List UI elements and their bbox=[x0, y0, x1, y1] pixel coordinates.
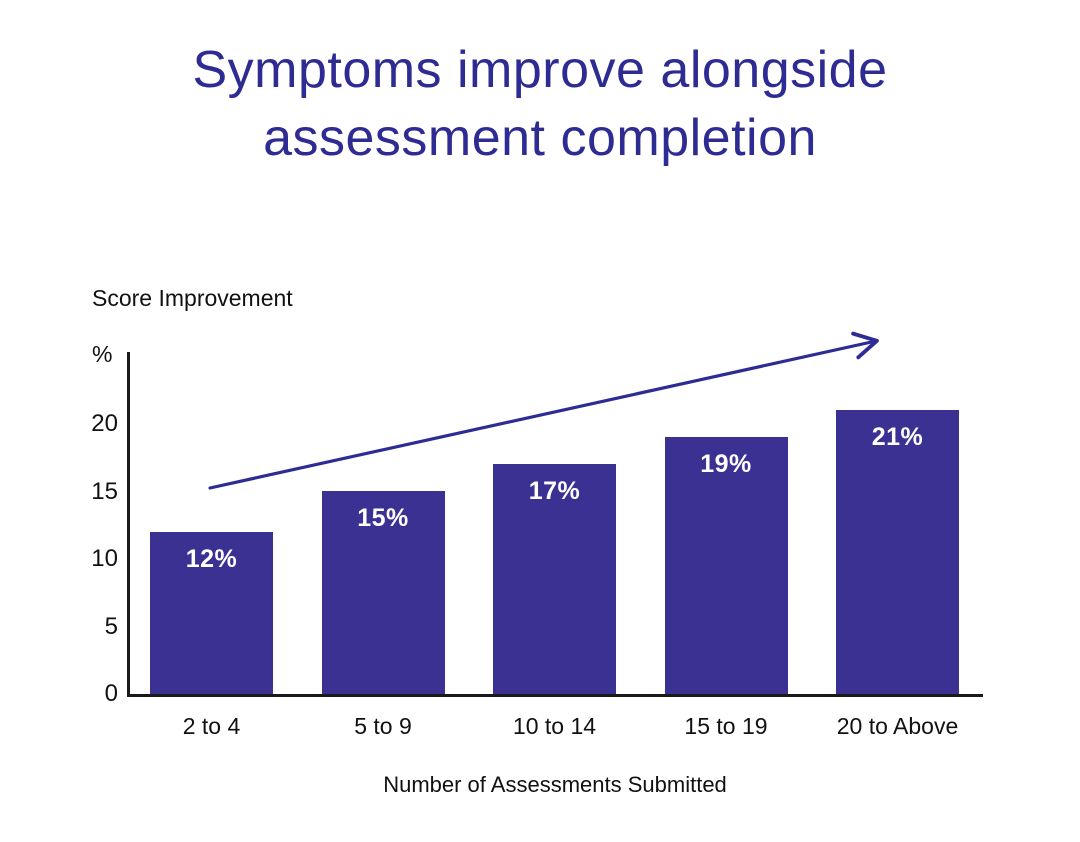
y-tick-label: 5 bbox=[104, 612, 118, 640]
y-axis-line bbox=[127, 352, 130, 697]
bar: 15% bbox=[321, 491, 445, 694]
bar-value-label: 21% bbox=[871, 423, 924, 451]
x-tick-label: 10 to 14 bbox=[512, 713, 597, 739]
bar: 17% bbox=[493, 464, 616, 694]
x-tick-label: 15 to 19 bbox=[684, 713, 768, 739]
y-axis-unit-label: % bbox=[92, 341, 113, 367]
x-tick-label: 5 to 9 bbox=[354, 713, 412, 739]
y-tick-label: 20 bbox=[91, 410, 118, 437]
bar-value-label: 19% bbox=[700, 450, 752, 478]
chart-title: Symptoms improve alongside assessment co… bbox=[192, 41, 888, 167]
y-tick-label: 10 bbox=[91, 545, 118, 572]
y-tick-label: 15 bbox=[91, 477, 118, 505]
bar: 21% bbox=[836, 410, 959, 694]
bar-value-label: 12% bbox=[185, 545, 238, 573]
bar-value-label: 17% bbox=[528, 477, 581, 505]
x-tick-label: 20 to Above bbox=[836, 713, 959, 739]
x-tick-label: 2 to 4 bbox=[182, 713, 241, 739]
bar-value-label: 15% bbox=[357, 504, 409, 532]
y-axis-title: Score Improvement bbox=[92, 285, 293, 311]
y-tick-label: 0 bbox=[104, 680, 118, 707]
bar: 19% bbox=[664, 437, 788, 694]
x-axis-line bbox=[127, 694, 983, 697]
x-axis-title: Number of Assessments Submitted bbox=[383, 772, 727, 797]
bar: 12% bbox=[150, 532, 273, 694]
